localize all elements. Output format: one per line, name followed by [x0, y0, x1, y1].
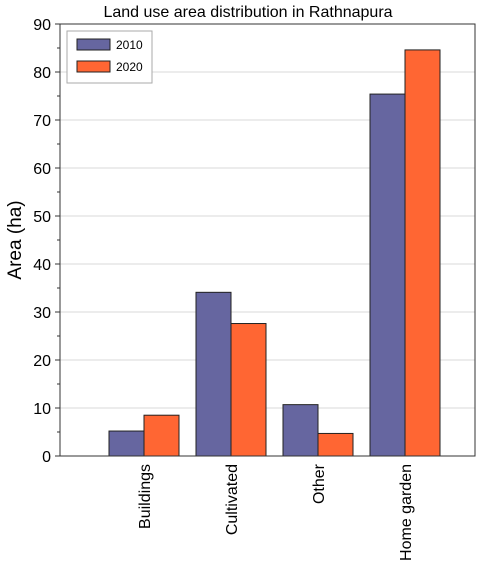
legend: 2010 2020	[66, 30, 153, 84]
y-tick-label: 20	[33, 353, 51, 370]
x-category-label: Cultivated	[224, 464, 241, 535]
bar-2010-buildings	[108, 430, 145, 457]
y-axis-label: Area (ha)	[5, 200, 26, 279]
bar-2020-other	[317, 432, 354, 457]
y-tick-label: 70	[33, 113, 51, 130]
bar-2020-cultivated	[230, 323, 267, 457]
bar-2010-cultivated	[195, 291, 232, 457]
bar-2020-buildings	[143, 414, 180, 457]
chart-title: Land use area distribution in Rathnapura	[103, 4, 392, 21]
x-axis-categories: Buildings Cultivated Other Home garden	[137, 463, 415, 561]
legend-label: 2020	[116, 60, 143, 74]
y-tick-label: 30	[33, 305, 51, 322]
y-tick-label: 60	[33, 161, 51, 178]
x-category-label: Buildings	[137, 464, 154, 529]
bar-2010-other	[282, 404, 319, 457]
bar-2010-home-garden	[369, 93, 406, 457]
legend-swatch	[76, 38, 111, 51]
x-category-label: Home garden	[398, 464, 415, 561]
gridlines	[60, 71, 475, 409]
bar-2020-home-garden	[404, 49, 441, 457]
y-tick-label: 90	[33, 17, 51, 34]
y-tick-label: 50	[33, 209, 51, 226]
legend-label: 2010	[116, 38, 143, 52]
y-tick-label: 10	[33, 401, 51, 418]
y-tick-label: 80	[33, 65, 51, 82]
legend-swatch	[76, 60, 111, 73]
bars	[108, 49, 441, 457]
x-category-label: Other	[311, 463, 328, 504]
y-tick-label: 0	[42, 449, 51, 466]
y-tick-label: 40	[33, 257, 51, 274]
y-axis-ticks: 0 10 20 30 40 50 60 70 80 90	[33, 17, 60, 466]
